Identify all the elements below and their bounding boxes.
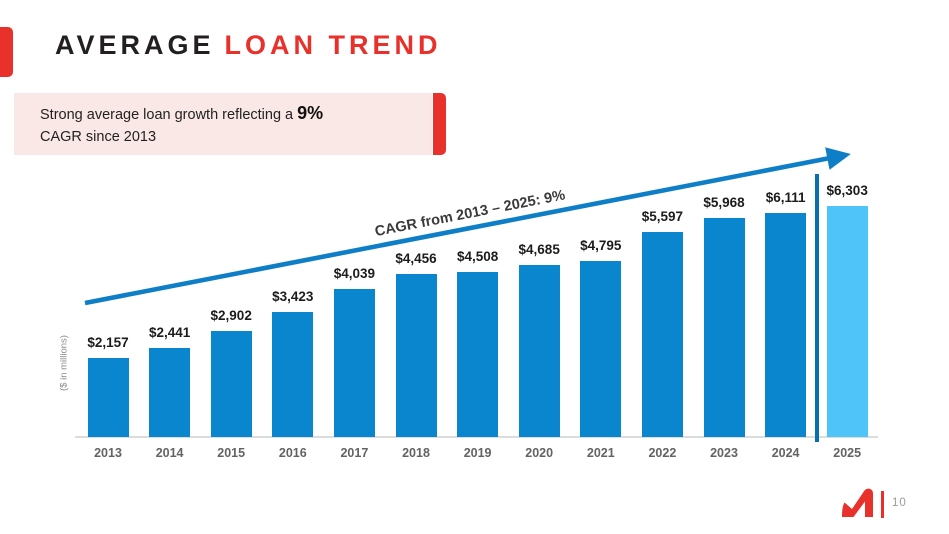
callout-box: Strong average loan growth reflecting a … xyxy=(14,93,432,155)
bar-2025 xyxy=(826,206,868,437)
bar-value-label-2024: $6,111 xyxy=(765,190,806,205)
bar-2019 xyxy=(457,272,499,437)
page-number: 10 xyxy=(892,497,907,509)
bar-value-label-2023: $5,968 xyxy=(703,195,745,210)
x-axis-label-2023: 2023 xyxy=(710,446,738,460)
title-accent-bar xyxy=(0,27,13,77)
page-title-part2: LOAN TREND xyxy=(224,30,442,60)
projection-divider-line xyxy=(815,174,819,442)
callout-line2: CAGR since 2013 xyxy=(40,128,157,145)
x-axis-label-2024: 2024 xyxy=(771,446,800,460)
bar-value-label-2025: $6,303 xyxy=(826,183,868,198)
bar-value-label-2019: $4,508 xyxy=(456,249,499,264)
bar-2014 xyxy=(149,348,191,437)
x-axis-label-2017: 2017 xyxy=(340,446,369,460)
page-title: AVERAGE LOAN TREND xyxy=(55,30,442,61)
brand-logo-icon xyxy=(842,488,873,517)
x-axis-label-2015: 2015 xyxy=(217,446,246,460)
bar-value-label-2018: $4,456 xyxy=(395,251,437,266)
bar-value-label-2015: $2,902 xyxy=(210,308,252,323)
bar-2024 xyxy=(765,213,807,437)
x-axis-label-2020: 2020 xyxy=(525,446,554,460)
footer-divider-line xyxy=(881,491,884,518)
x-axis-label-2016: 2016 xyxy=(278,446,307,460)
cagr-annotation: CAGR from 2013 – 2025: 9% xyxy=(373,187,567,241)
bar-2022 xyxy=(641,232,683,437)
bar-2013 xyxy=(87,358,129,437)
callout-accent-bar xyxy=(433,93,446,155)
bar-value-label-2013: $2,157 xyxy=(87,335,129,350)
bar-value-label-2017: $4,039 xyxy=(333,266,376,281)
bar-value-label-2020: $4,685 xyxy=(518,242,560,257)
bar-2017 xyxy=(333,289,375,437)
x-axis-label-2018: 2018 xyxy=(402,446,430,460)
x-axis-label-2019: 2019 xyxy=(463,446,492,460)
bar-2015 xyxy=(210,331,252,437)
page-title-part1: AVERAGE xyxy=(55,30,215,60)
x-axis-label-2014: 2014 xyxy=(155,446,184,460)
bar-2016 xyxy=(272,312,314,437)
x-axis-label-2022: 2022 xyxy=(648,446,677,460)
bar-value-label-2014: $2,441 xyxy=(148,325,191,340)
x-axis-label-2021: 2021 xyxy=(586,446,615,460)
bar-2018 xyxy=(395,274,437,437)
bar-value-label-2022: $5,597 xyxy=(641,209,684,224)
bar-2020 xyxy=(518,265,560,437)
bar-2023 xyxy=(703,218,745,437)
callout-line1: Strong average loan growth reflecting a xyxy=(40,107,298,124)
bar-value-label-2021: $4,795 xyxy=(580,238,622,253)
callout-text: Strong average loan growth reflecting a … xyxy=(14,100,323,147)
bar-2021 xyxy=(580,261,622,437)
x-axis-label-2013: 2013 xyxy=(94,446,122,460)
bar-value-label-2016: $3,423 xyxy=(272,289,314,304)
x-axis-line xyxy=(75,436,878,438)
x-axis-label-2025: 2025 xyxy=(833,446,862,460)
callout-highlight: 9% xyxy=(297,103,324,124)
